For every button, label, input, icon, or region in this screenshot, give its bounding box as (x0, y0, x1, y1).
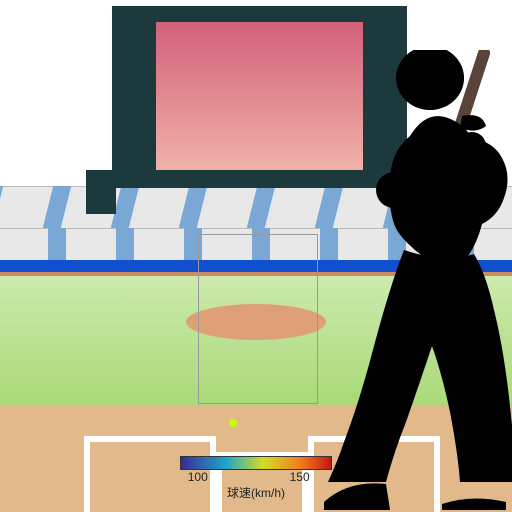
legend-label: 球速(km/h) (180, 484, 332, 501)
stand-pillar (48, 228, 66, 260)
batter-body (324, 50, 512, 510)
stand-pillar (179, 186, 207, 228)
stand-pillar (247, 186, 275, 228)
pitch-marker (229, 419, 237, 427)
legend-tick: 100 (188, 470, 208, 484)
legend-ticks: 100 150 (180, 470, 332, 484)
legend-gradient (180, 456, 332, 470)
strike-zone (198, 234, 318, 404)
batter-silhouette (322, 50, 512, 510)
velocity-legend: 100 150 球速(km/h) (180, 456, 332, 501)
stand-pillar (0, 186, 3, 228)
legend-tick: 150 (290, 470, 310, 484)
stand-pillar (43, 186, 71, 228)
stand-pillar (116, 228, 134, 260)
